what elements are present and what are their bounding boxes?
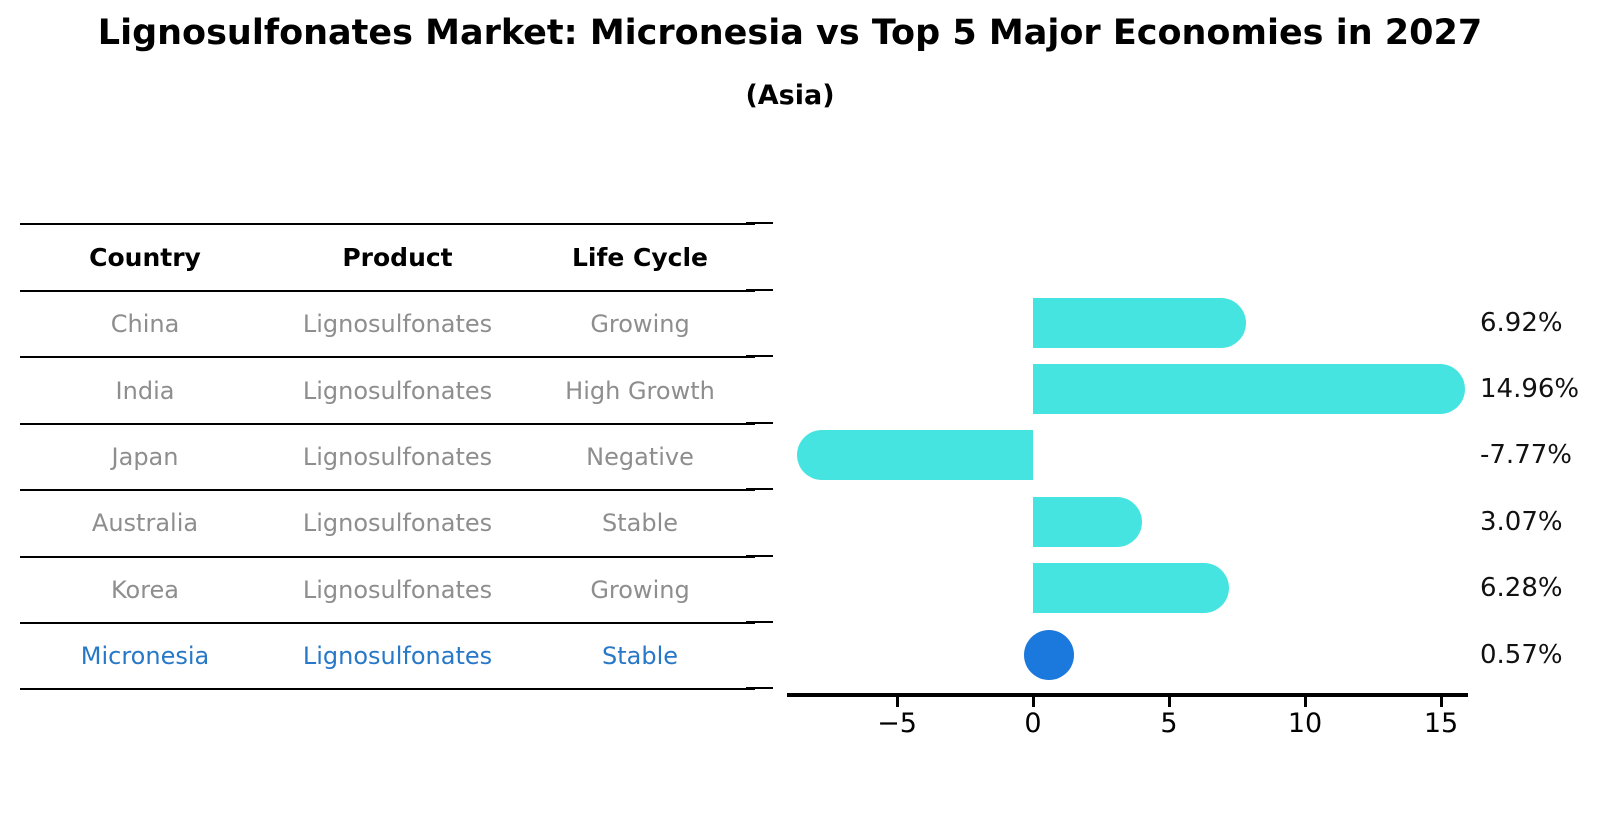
- x-axis-tick-label: 5: [1160, 708, 1178, 739]
- cell-life-cycle: Stable: [601, 642, 679, 671]
- cell-life-cycle: Growing: [590, 310, 690, 339]
- x-axis-tick-label: 15: [1423, 708, 1459, 739]
- cell-life-cycle: Stable: [601, 509, 679, 538]
- bar-value-label: 0.57%: [1480, 639, 1563, 670]
- column-header-life-cycle: Life Cycle: [571, 243, 709, 272]
- table-row-korea: Korea Lignosulfonates Growing: [20, 555, 755, 622]
- y-axis-tick: [746, 621, 773, 623]
- bar-value-label: -7.77%: [1480, 440, 1572, 471]
- x-axis-tick: [895, 697, 899, 707]
- x-axis-tick-label: 10: [1287, 708, 1323, 739]
- bar-micronesia: [1023, 629, 1074, 680]
- cell-life-cycle: Growing: [590, 575, 690, 604]
- bar-value-label: 14.96%: [1480, 374, 1580, 404]
- cell-product: Lignosulfonates: [302, 310, 493, 339]
- bar-korea: [1033, 563, 1229, 614]
- y-axis-tick: [746, 488, 773, 491]
- bar-india: [1033, 364, 1465, 414]
- x-axis-tick-label: −5: [877, 708, 917, 739]
- cell-country: Japan: [111, 442, 179, 471]
- table-row-china: China Lignosulfonates Growing: [20, 290, 755, 356]
- bar-australia: [1033, 496, 1142, 547]
- cell-product: Lignosulfonates: [302, 442, 493, 471]
- x-axis-tick-label: 0: [1024, 708, 1042, 739]
- cell-country: Australia: [91, 509, 199, 538]
- cell-country: Micronesia: [80, 642, 210, 671]
- table-row-japan: Japan Lignosulfonates Negative: [20, 422, 755, 489]
- column-header-country: Country: [89, 243, 201, 272]
- cell-product: Lignosulfonates: [302, 376, 493, 405]
- cell-product: Lignosulfonates: [302, 509, 493, 538]
- table-row-australia: Australia Lignosulfonates Stable: [20, 489, 755, 555]
- cell-product: Lignosulfonates: [302, 575, 493, 604]
- column-header-product: Product: [342, 243, 453, 272]
- x-axis-tick: [1439, 697, 1443, 707]
- table-row-india: India Lignosulfonates High Growth: [20, 356, 755, 422]
- x-axis-tick: [1303, 697, 1307, 707]
- table-row-micronesia: Micronesia Lignosulfonates Stable: [20, 621, 755, 688]
- bar-value-label: 6.92%: [1480, 307, 1563, 338]
- y-axis-tick: [746, 421, 773, 424]
- x-axis-line: [787, 693, 1468, 697]
- cell-country: Korea: [110, 575, 180, 604]
- cell-life-cycle: Negative: [586, 442, 694, 471]
- y-axis-tick: [746, 289, 773, 291]
- cell-product: Lignosulfonates: [302, 642, 493, 671]
- page-subtitle: (Asia): [745, 80, 835, 111]
- y-axis-tick: [746, 687, 773, 690]
- table-header-row: Country Product Life Cycle: [20, 223, 755, 290]
- bar-value-label: 6.28%: [1480, 573, 1563, 604]
- bar-value-label: 3.07%: [1480, 506, 1563, 537]
- x-axis-tick: [1167, 697, 1171, 707]
- comparison-table: Country Product Life Cycle China Lignosu…: [20, 223, 755, 691]
- bar-japan: [796, 430, 1033, 481]
- y-axis-tick: [746, 554, 773, 557]
- cell-country: India: [115, 376, 175, 405]
- y-axis-tick: [746, 222, 773, 224]
- y-axis-tick: [746, 355, 773, 358]
- x-axis-tick: [1031, 697, 1035, 707]
- cell-country: China: [110, 310, 180, 339]
- cell-life-cycle: High Growth: [565, 376, 715, 405]
- bar-china: [1033, 297, 1247, 348]
- page-title: Lignosulfonates Market: Micronesia vs To…: [97, 13, 1483, 53]
